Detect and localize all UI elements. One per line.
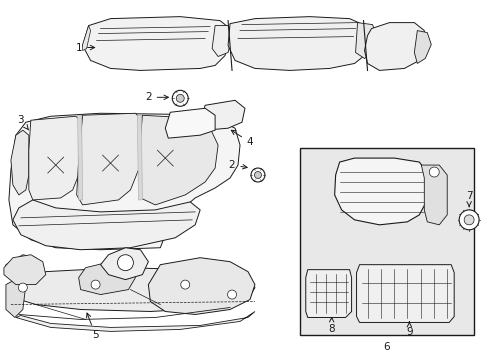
Polygon shape xyxy=(16,311,254,332)
Polygon shape xyxy=(101,248,148,280)
Circle shape xyxy=(227,290,236,299)
Polygon shape xyxy=(227,17,369,71)
Circle shape xyxy=(254,171,261,179)
Text: 8: 8 xyxy=(327,318,334,334)
Circle shape xyxy=(91,280,100,289)
Circle shape xyxy=(19,283,27,292)
Circle shape xyxy=(117,255,133,271)
FancyBboxPatch shape xyxy=(299,148,473,336)
Polygon shape xyxy=(200,100,244,130)
Polygon shape xyxy=(79,262,135,294)
Circle shape xyxy=(458,210,478,230)
Polygon shape xyxy=(77,113,140,205)
Text: 2: 2 xyxy=(145,92,168,102)
Polygon shape xyxy=(334,158,428,225)
Polygon shape xyxy=(305,270,351,318)
Polygon shape xyxy=(13,268,254,311)
Text: 7: 7 xyxy=(465,191,471,207)
Polygon shape xyxy=(82,17,229,71)
Polygon shape xyxy=(212,26,232,57)
Polygon shape xyxy=(165,108,215,138)
Circle shape xyxy=(176,94,184,102)
Polygon shape xyxy=(6,255,41,280)
Text: 2: 2 xyxy=(228,160,246,170)
Text: 4: 4 xyxy=(231,130,253,147)
Polygon shape xyxy=(421,165,447,225)
Polygon shape xyxy=(13,200,200,250)
Polygon shape xyxy=(9,113,240,250)
Polygon shape xyxy=(4,255,46,285)
Text: 6: 6 xyxy=(383,342,389,352)
Text: 5: 5 xyxy=(86,313,99,341)
Text: 3: 3 xyxy=(18,115,29,130)
Circle shape xyxy=(463,215,473,225)
Circle shape xyxy=(181,280,189,289)
Polygon shape xyxy=(138,115,218,205)
Polygon shape xyxy=(78,115,82,200)
Polygon shape xyxy=(356,265,453,323)
Polygon shape xyxy=(148,258,254,315)
Polygon shape xyxy=(413,31,430,63)
Text: 1: 1 xyxy=(75,42,95,53)
Polygon shape xyxy=(137,115,142,200)
Circle shape xyxy=(250,168,264,182)
Polygon shape xyxy=(29,116,81,200)
Polygon shape xyxy=(82,26,90,50)
Polygon shape xyxy=(11,130,29,195)
Circle shape xyxy=(428,167,438,177)
Circle shape xyxy=(172,90,188,106)
Text: 9: 9 xyxy=(405,322,412,337)
Polygon shape xyxy=(364,23,425,71)
Polygon shape xyxy=(6,278,26,318)
Polygon shape xyxy=(355,23,377,58)
